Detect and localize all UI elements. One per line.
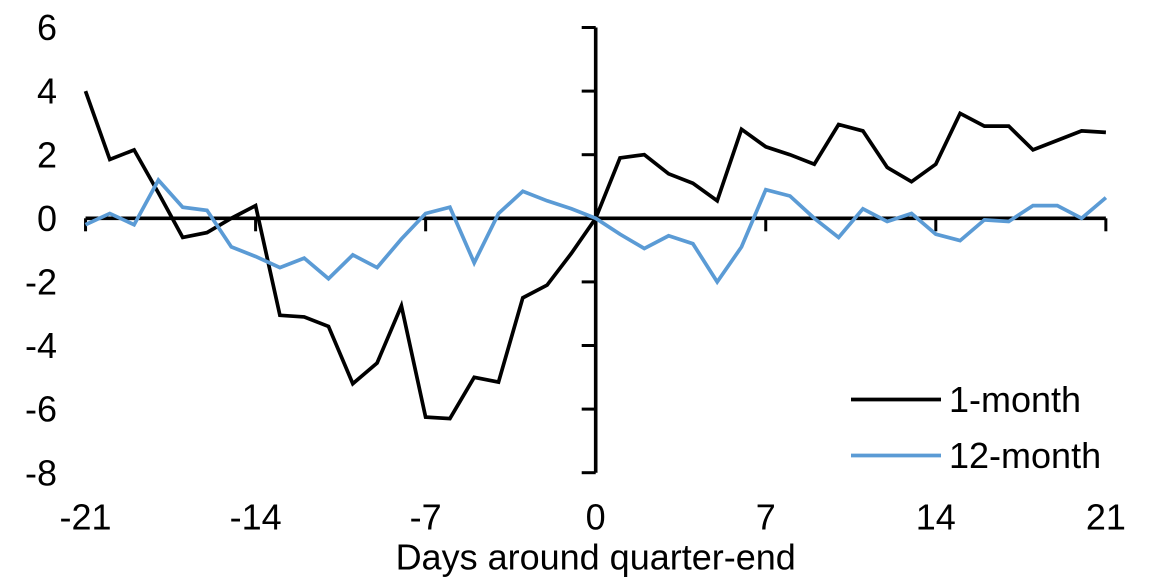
y-tick-label: 0 (37, 198, 57, 239)
legend: 1-month 12-month (851, 379, 1101, 476)
y-tick-label: -6 (25, 389, 57, 430)
x-tick-label: 14 (916, 497, 956, 538)
y-tick-label: -8 (25, 452, 57, 493)
series-line-12-month (84, 176, 1108, 286)
y-tick-label: 2 (37, 134, 57, 175)
x-tick-label: 7 (756, 497, 776, 538)
x-tick-label: 21 (1086, 497, 1126, 538)
y-tick-label: -4 (25, 325, 57, 366)
x-tick-label: -14 (230, 497, 282, 538)
legend-label-12-month: 12-month (949, 435, 1101, 476)
y-tick-label: -2 (25, 262, 57, 303)
labels-layer: -21 -14 -7 0 7 14 21 -8 -6 -4 -2 0 2 4 6 (25, 7, 1126, 538)
y-tick-label: 4 (37, 71, 57, 112)
x-axis-title: Days around quarter-end (396, 537, 796, 578)
x-tick-label: -21 (60, 497, 112, 538)
x-tick-label: 0 (586, 497, 606, 538)
y-tick-label: 6 (37, 7, 57, 48)
x-tick-label: -7 (410, 497, 442, 538)
series-layer (83, 90, 1108, 421)
legend-label-1-month: 1-month (949, 379, 1081, 420)
